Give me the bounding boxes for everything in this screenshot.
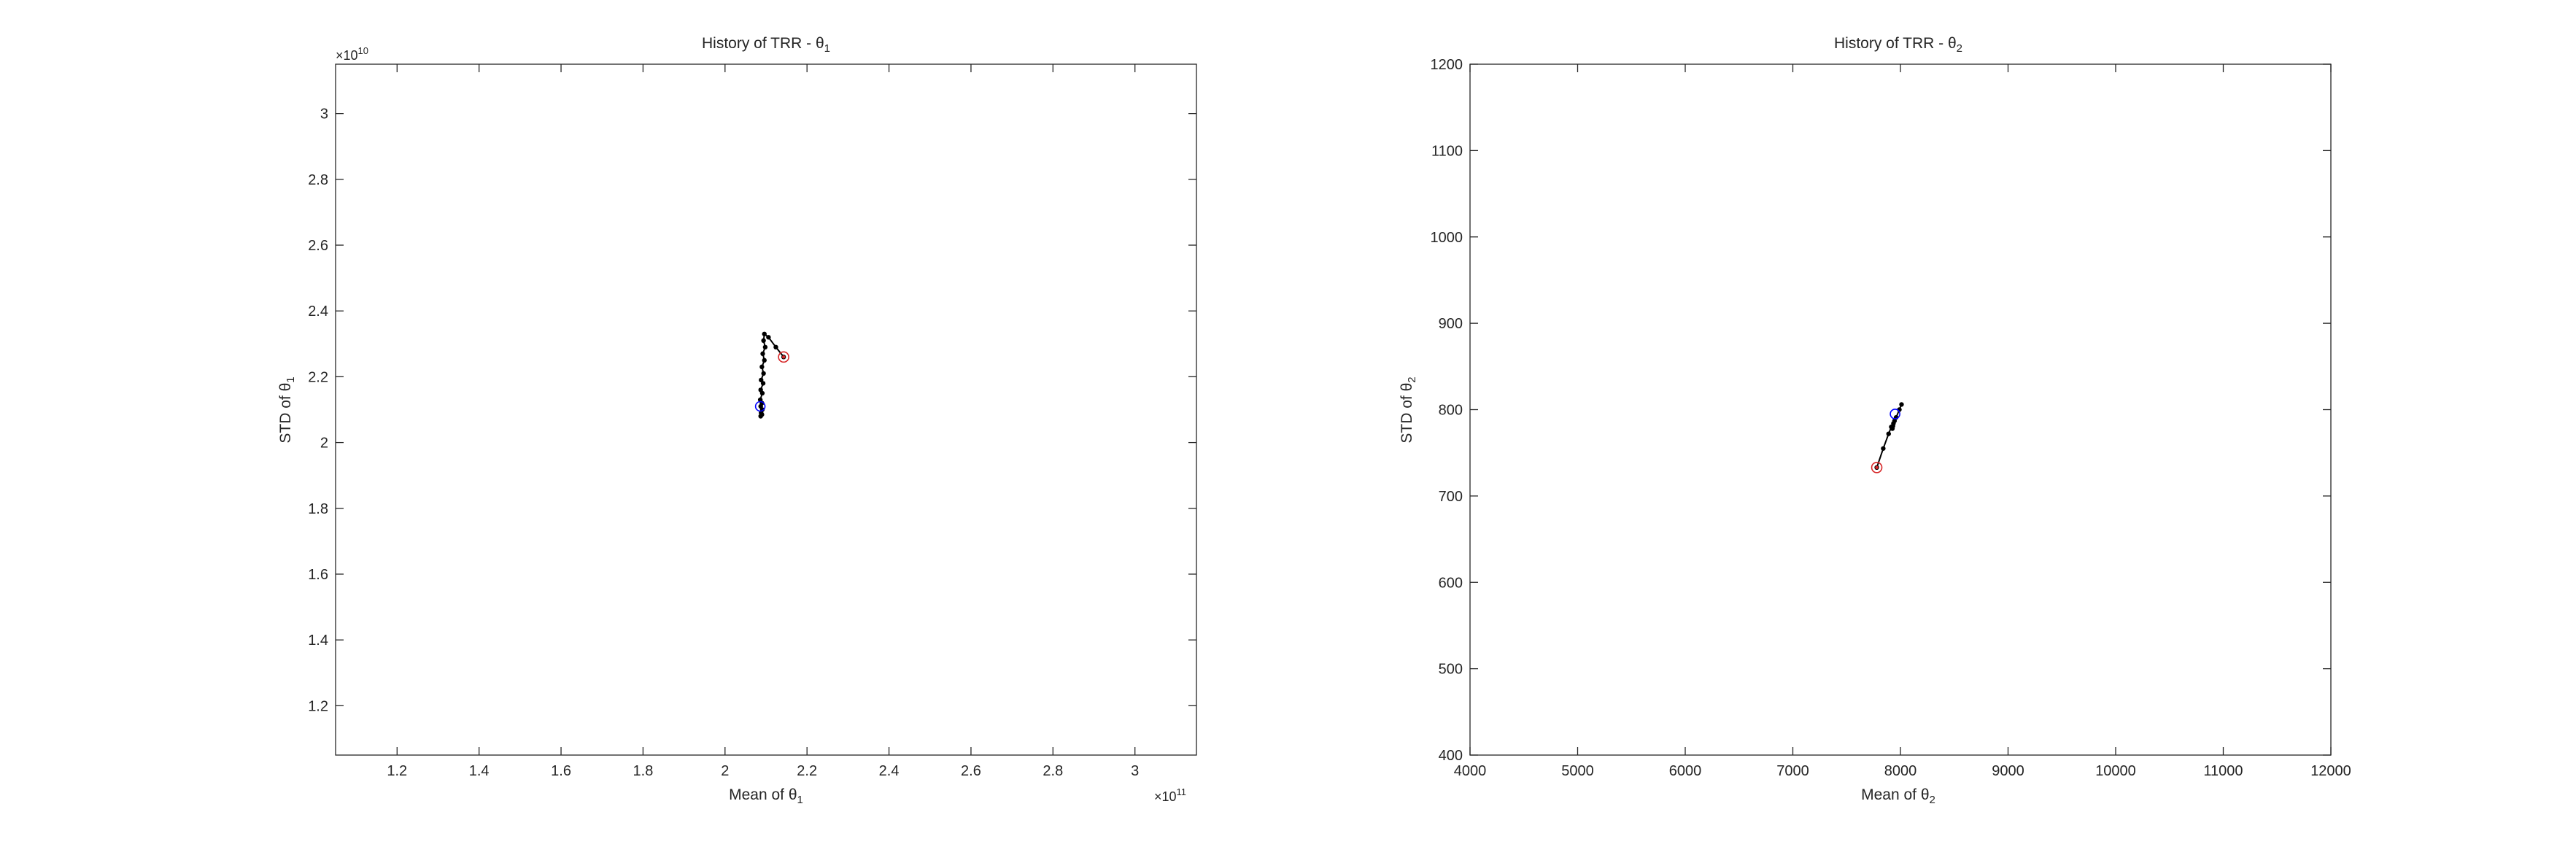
x-tick-label: 6000: [1669, 763, 1702, 779]
y-tick-label: 700: [1439, 489, 1463, 505]
start-marker: [1871, 462, 1883, 473]
x-axis-exponent: ×1011: [1154, 786, 1186, 804]
x-axis-label: Mean of θ2: [1861, 786, 1935, 806]
history-point: [759, 390, 765, 396]
y-tick-label: 2: [320, 436, 328, 452]
y-tick-label: 2.4: [308, 303, 328, 320]
x-tick-label: 7000: [1776, 763, 1809, 779]
chart-title: History of TRR - θ2: [1834, 35, 1962, 55]
y-tick-label: 1100: [1431, 143, 1463, 159]
y-tick-label: 2.6: [308, 238, 328, 254]
y-tick-label: 1.2: [308, 698, 328, 714]
chart-theta-2: History of TRR - θ2 4000 5000 6000 7000 8000…: [1399, 35, 2351, 806]
history-point: [762, 357, 767, 363]
x-tick-label: 9000: [1992, 763, 2024, 779]
history-point: [1890, 423, 1895, 429]
x-tick-label: 8000: [1884, 763, 1917, 779]
start-marker-dot: [781, 355, 786, 359]
x-tick-label: 12000: [2310, 763, 2351, 779]
chart-title: History of TRR - θ1: [702, 35, 830, 55]
plot-area: 4000 5000 6000 7000 8000 9000 10000 11000 12000 4…: [1431, 57, 2351, 779]
y-tick-label: 1.8: [308, 501, 328, 517]
y-tick-label: 900: [1439, 316, 1463, 332]
history-point: [761, 371, 766, 376]
x-tick-label: 10000: [2095, 763, 2136, 779]
x-tick-label: 1.6: [551, 763, 571, 779]
history-point: [1881, 446, 1886, 451]
y-tick-label: 2.2: [308, 369, 328, 385]
chart-theta-1: History of TRR - θ1 1.2 1.4 1.6 1.8 2 2.2 2.4 2…: [277, 35, 1197, 806]
history-point: [760, 381, 766, 386]
x-tick-label: 5000: [1561, 763, 1594, 779]
x-tick-label: 2: [721, 763, 729, 779]
x-tick-label: 1.4: [469, 763, 490, 779]
y-tick-label: 400: [1439, 748, 1463, 764]
history-point: [762, 331, 767, 336]
axes-box: [335, 63, 1197, 756]
y-tick-label: 3: [320, 107, 328, 123]
y-tick-label: 2.8: [308, 172, 328, 188]
y-tick-label: 1200: [1431, 57, 1463, 73]
history-point: [759, 364, 765, 370]
history-point: [761, 338, 766, 343]
x-tick-label: 2.8: [1043, 763, 1063, 779]
x-tick-label: 1.2: [387, 763, 407, 779]
history-point: [762, 344, 768, 350]
x-tick-label: 1.8: [633, 763, 654, 779]
y-tick-label: 600: [1439, 575, 1463, 591]
x-tick-label: 2.2: [797, 763, 817, 779]
x-tick-label: 2.6: [961, 763, 981, 779]
y-axis-label: STD of θ2: [1399, 376, 1418, 443]
history-point: [766, 335, 771, 340]
history-point: [1886, 431, 1891, 436]
y-tick-label: 500: [1439, 662, 1463, 678]
history-point: [760, 351, 765, 357]
x-tick-label: 11000: [2203, 763, 2243, 779]
y-tick-label: 800: [1439, 403, 1463, 419]
start-marker-dot: [1875, 465, 1879, 470]
y-axis-label: STD of θ1: [277, 376, 297, 443]
y-tick-label: 1.4: [308, 633, 328, 649]
x-tick-label: 2.4: [879, 763, 900, 779]
x-tick-label: 3: [1131, 763, 1139, 779]
x-axis-label: Mean of θ1: [729, 786, 803, 806]
history-point: [773, 344, 778, 350]
plot-area: 1.2 1.4 1.6 1.8 2 2.2 2.4 2.6 2.8 3 1.2 1.4 1.6 1.8 2 2…: [308, 63, 1197, 779]
end-marker: [1890, 409, 1900, 419]
y-tick-label: 1000: [1431, 230, 1463, 246]
history-point: [758, 414, 763, 419]
start-marker: [778, 351, 789, 363]
end-marker: [754, 401, 766, 412]
y-tick-label: 1.6: [308, 567, 328, 583]
history-point: [1899, 402, 1904, 407]
y-axis-exponent: ×1010: [336, 45, 368, 63]
x-tick-label: 4000: [1454, 763, 1487, 779]
